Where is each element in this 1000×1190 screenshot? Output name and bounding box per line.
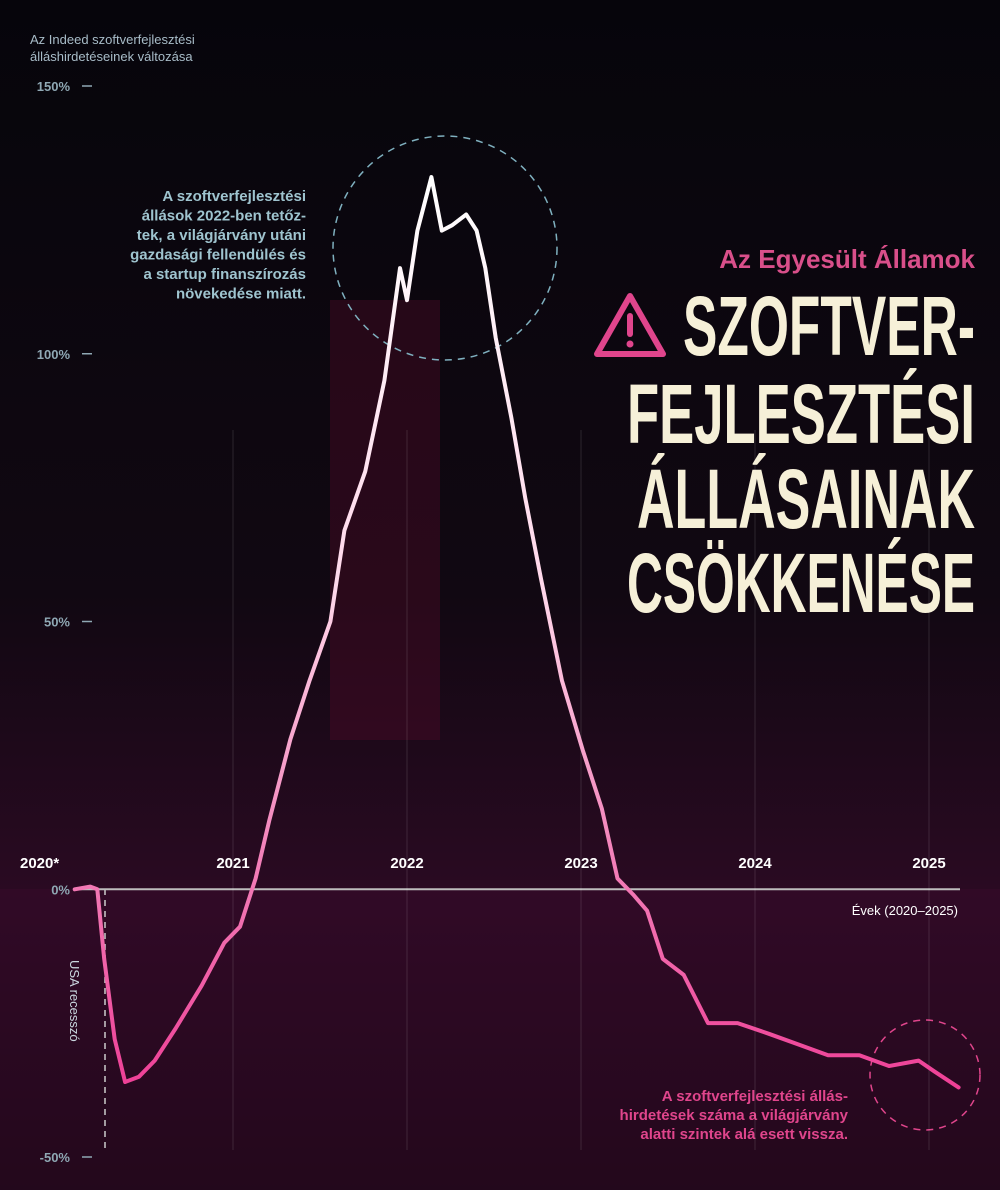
annotation: tek, a világjárvány utáni (137, 227, 306, 244)
highlight-circle (869, 1019, 981, 1131)
negative-zone (0, 889, 1000, 1190)
annotation: állások 2022-ben tetőz- (142, 208, 306, 225)
warning-icon (594, 293, 666, 357)
region-label: Az Egyesült Államok (719, 244, 975, 274)
highlight-circle (332, 135, 558, 361)
x-tick-label: 2021 (216, 855, 249, 872)
y-tick-label: 50% (44, 615, 70, 630)
chart-title: SZOFTVER- (683, 279, 975, 373)
chart-title: CSÖKKENÉSE (627, 536, 975, 630)
annotation: alatti szintek alá esett vissza. (640, 1126, 848, 1143)
annotation: a startup finanszírozás (143, 266, 306, 283)
annotation: gazdasági fellendülés és (130, 247, 306, 264)
x-tick-label: 2024 (738, 855, 772, 872)
x-axis-title: Évek (2020–2025) (852, 903, 958, 918)
x-tick-label: 2025 (912, 855, 945, 872)
annotation: A szoftverfejlesztési állás- (662, 1088, 848, 1105)
annotation: hirdetések száma a világjárvány (620, 1107, 849, 1124)
y-axis-title: Az Indeed szoftverfejlesztési (30, 32, 195, 47)
x-tick-label: 2020* (20, 855, 59, 872)
x-tick-label: 2022 (390, 855, 423, 872)
y-tick-label: -50% (40, 1150, 71, 1165)
data-line (72, 175, 961, 1090)
recession-label: USA recesszó (67, 960, 82, 1042)
chart-title: ÁLLÁSAINAK (637, 452, 975, 546)
annotation: A szoftverfejlesztési (162, 188, 306, 205)
x-tick-label: 2023 (564, 855, 597, 872)
y-tick-label: 0% (51, 882, 70, 897)
y-tick-label: 100% (37, 347, 71, 362)
chart-title: FEJLESZTÉSI (627, 367, 975, 461)
annotation: növekedése miatt. (176, 286, 306, 303)
y-tick-label: 150% (37, 79, 71, 94)
y-axis-title: álláshirdetéseinek változása (30, 49, 193, 64)
